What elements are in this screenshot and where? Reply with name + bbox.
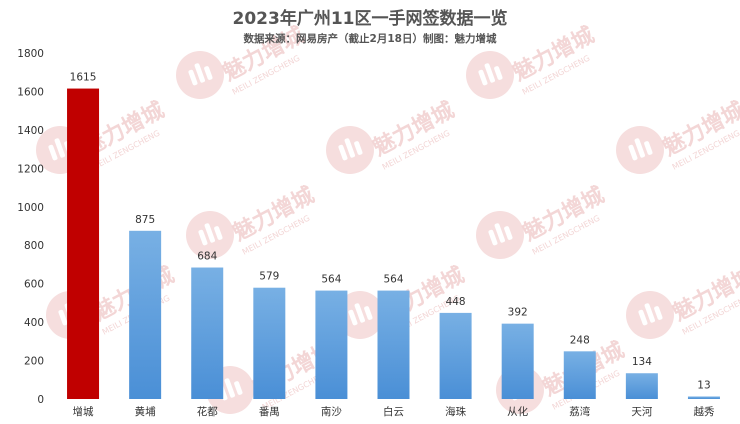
data-label: 448 <box>446 296 466 308</box>
x-tick-label: 海珠 <box>445 405 466 418</box>
x-tick-label: 增城 <box>73 405 94 418</box>
category-labels: 增城 黄埔 花都 番禺 南沙 白云 海珠 从化 荔湾 天河 越秀 <box>73 405 715 418</box>
chart-subtitle: 数据来源：网易房产（截止2月18日）制图：魅力增城 <box>243 32 497 45</box>
y-tick-label: 200 <box>24 356 44 368</box>
y-tick-label: 1000 <box>17 202 44 214</box>
bar-荔湾 <box>563 351 596 399</box>
data-label: 579 <box>259 271 279 283</box>
chart-title: 2023年广州11区一手网签数据一览 <box>233 8 508 29</box>
x-tick-label: 花都 <box>197 405 218 418</box>
data-label: 1615 <box>70 72 97 84</box>
bar-增城 <box>67 88 100 400</box>
data-label: 134 <box>632 356 652 368</box>
bar-越秀 <box>687 396 720 399</box>
data-label: 684 <box>197 251 217 263</box>
x-tick-label: 黄埔 <box>135 405 156 418</box>
data-label: 13 <box>697 380 710 392</box>
bar-南沙 <box>315 290 348 399</box>
y-tick-label: 0 <box>37 394 44 406</box>
bar-番禺 <box>253 287 286 399</box>
y-tick-label: 1600 <box>17 86 44 98</box>
y-tick-label: 800 <box>24 240 44 252</box>
bars <box>67 88 720 400</box>
bar-黄埔 <box>129 230 162 399</box>
y-axis: 0 200 400 600 800 1000 1200 1400 1600 1800 <box>17 48 44 406</box>
x-tick-label: 白云 <box>383 405 404 418</box>
data-label: 564 <box>383 274 403 286</box>
data-label: 564 <box>321 274 341 286</box>
y-tick-label: 1200 <box>17 163 44 175</box>
bar-天河 <box>625 373 658 399</box>
y-tick-label: 600 <box>24 279 44 291</box>
y-tick-label: 1400 <box>17 125 44 137</box>
x-tick-label: 荔湾 <box>569 405 590 418</box>
y-tick-label: 1800 <box>17 48 44 60</box>
y-tick-label: 400 <box>24 317 44 329</box>
data-label: 248 <box>570 334 590 346</box>
bar-海珠 <box>439 312 472 399</box>
data-label: 875 <box>135 214 155 226</box>
bar-花都 <box>191 267 224 399</box>
x-tick-label: 越秀 <box>693 405 714 418</box>
data-label: 392 <box>508 307 528 319</box>
bar-从化 <box>501 323 534 399</box>
value-labels: 1615 875 684 579 564 564 448 392 248 134 13 <box>70 72 711 392</box>
x-tick-label: 南沙 <box>321 405 342 418</box>
x-tick-label: 从化 <box>507 405 528 418</box>
bar-白云 <box>377 290 410 399</box>
x-tick-label: 天河 <box>631 406 652 418</box>
x-tick-label: 番禺 <box>259 406 280 418</box>
